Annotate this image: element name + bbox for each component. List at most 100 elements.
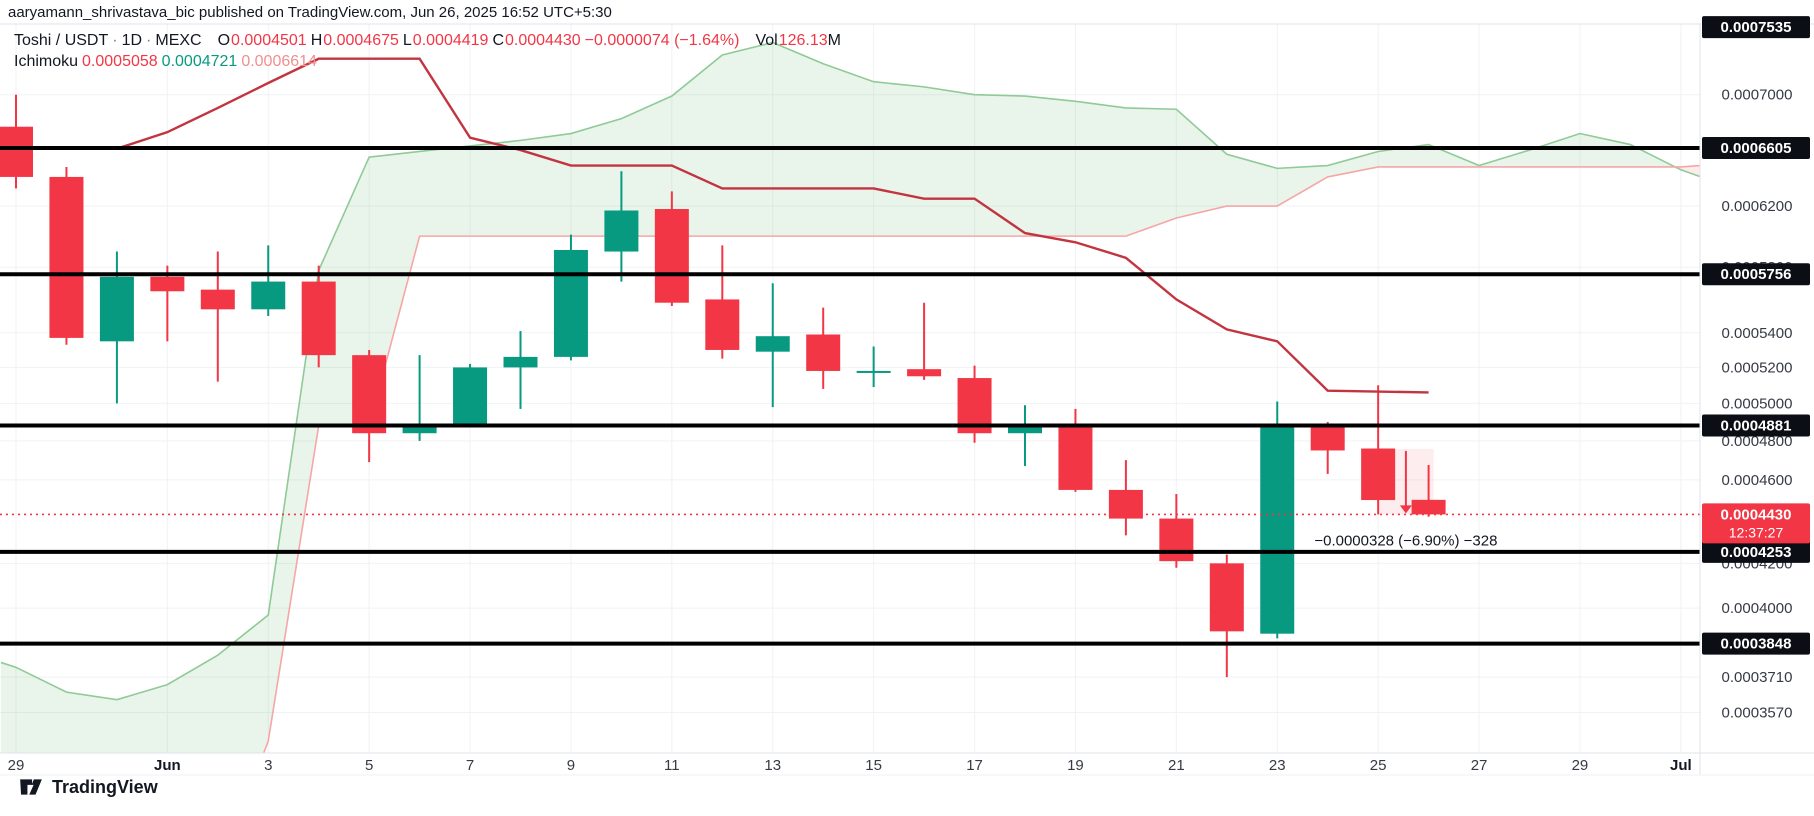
kijun-line xyxy=(0,57,1429,394)
svg-text:0.0005756: 0.0005756 xyxy=(1721,266,1792,283)
svg-text:5: 5 xyxy=(365,757,373,774)
svg-text:21: 21 xyxy=(1168,757,1185,774)
svg-text:17: 17 xyxy=(966,757,983,774)
candle[interactable] xyxy=(907,302,942,380)
svg-text:0.0006605: 0.0006605 xyxy=(1721,140,1792,157)
candle[interactable] xyxy=(503,331,538,409)
candle[interactable] xyxy=(856,346,891,388)
low-label: L xyxy=(402,32,412,49)
svg-text:15: 15 xyxy=(865,757,882,774)
low-value: 0.0004419 xyxy=(412,32,489,49)
tradingview-logo-icon[interactable] xyxy=(18,774,44,800)
svg-text:29: 29 xyxy=(1572,757,1589,774)
svg-text:0.0005400: 0.0005400 xyxy=(1722,325,1793,342)
svg-text:9: 9 xyxy=(567,757,575,774)
svg-text:0.0005000: 0.0005000 xyxy=(1722,395,1793,412)
candle[interactable] xyxy=(1260,401,1295,639)
pane-borders xyxy=(0,23,1814,776)
svg-text:0.0005200: 0.0005200 xyxy=(1722,359,1793,376)
ichimoku-value-3: 0.0006614 xyxy=(241,53,317,70)
horizontal-level-lines[interactable] xyxy=(0,146,1700,646)
candle[interactable] xyxy=(1008,405,1042,467)
candle[interactable] xyxy=(1209,554,1244,678)
svg-text:23: 23 xyxy=(1269,757,1286,774)
candle[interactable] xyxy=(1058,408,1093,492)
indicator-name[interactable]: Ichimoku xyxy=(14,53,79,70)
open-value: 0.0004501 xyxy=(231,32,307,49)
ichimoku-cloud xyxy=(0,41,1700,753)
senkou-b-line xyxy=(262,164,1700,753)
measurement-text: −0.0000328 (−6.90%) −328 xyxy=(1314,532,1497,549)
high-value: 0.0004675 xyxy=(323,32,399,49)
svg-text:Jul: Jul xyxy=(1670,757,1692,774)
svg-text:0.0006200: 0.0006200 xyxy=(1722,198,1793,215)
volume-value: 126.13 xyxy=(778,32,828,49)
candle[interactable] xyxy=(200,251,235,382)
indicator-legend-row: Ichimoku 0.0005058 0.0004721 0.0006614 xyxy=(14,51,842,72)
close-value: 0.0004430 xyxy=(505,32,581,49)
svg-text:13: 13 xyxy=(764,757,781,774)
change-value: −0.0000074 (−1.64%) xyxy=(584,32,740,49)
candle[interactable] xyxy=(1310,421,1345,474)
separator-dot: · xyxy=(112,32,118,49)
svg-text:11: 11 xyxy=(664,757,680,774)
svg-text:0.0007000: 0.0007000 xyxy=(1722,87,1793,104)
candle[interactable] xyxy=(99,251,134,404)
price-range-measurement[interactable]: −0.0000328 (−6.90%) −328 xyxy=(1314,448,1497,550)
open-label: O xyxy=(217,32,231,49)
price-level-badge: 0.0007535 xyxy=(1702,16,1810,39)
candles-layer[interactable] xyxy=(0,94,1446,678)
candle[interactable] xyxy=(0,94,33,189)
candle[interactable] xyxy=(957,365,992,443)
candle[interactable] xyxy=(553,234,588,361)
candle[interactable] xyxy=(654,191,689,307)
candle[interactable] xyxy=(49,166,84,345)
svg-text:0.0003570: 0.0003570 xyxy=(1722,704,1793,721)
candle[interactable] xyxy=(1411,465,1446,517)
close-label: C xyxy=(492,32,504,49)
brand-name[interactable]: TradingView xyxy=(52,776,158,797)
svg-text:0.0004253: 0.0004253 xyxy=(1721,544,1792,561)
brand-footer: TradingView xyxy=(18,774,158,800)
ichimoku-value-1: 0.0005058 xyxy=(82,53,158,70)
price-level-badge: 0.0006605 xyxy=(1702,137,1810,159)
price-level-badge: 0.0004881 xyxy=(1702,414,1810,437)
price-axis[interactable]: 0.00070000.00062000.00058000.00054000.00… xyxy=(1702,16,1810,721)
candle[interactable] xyxy=(604,171,639,282)
price-level-badge: 0.0003848 xyxy=(1702,632,1810,655)
candle[interactable] xyxy=(453,363,488,428)
ichimoku-value-2: 0.0004721 xyxy=(161,53,238,70)
candle[interactable] xyxy=(755,283,790,408)
candle[interactable] xyxy=(352,349,387,463)
svg-text:0.0004000: 0.0004000 xyxy=(1722,600,1793,617)
candle[interactable] xyxy=(150,265,185,342)
symbol-legend: Toshi / USDT · 1D · MEXC O0.0004501 H0.0004675… xyxy=(14,30,842,72)
candle[interactable] xyxy=(806,307,841,389)
candle[interactable] xyxy=(1108,460,1143,536)
candle[interactable] xyxy=(251,245,286,316)
time-axis[interactable]: 29 Jun 3 5 7 9 11 13 15 17 19 21 23 25 27 29 Jul xyxy=(8,757,1692,774)
volume-suffix: M xyxy=(827,32,841,49)
candle[interactable] xyxy=(705,245,740,359)
svg-text:0.0007535: 0.0007535 xyxy=(1721,19,1792,36)
svg-text:19: 19 xyxy=(1067,757,1084,774)
svg-text:0.0003710: 0.0003710 xyxy=(1722,669,1793,686)
candle[interactable] xyxy=(1159,493,1194,568)
candle[interactable] xyxy=(402,355,437,441)
exchange-label[interactable]: MEXC xyxy=(155,32,202,49)
price-level-badge: 0.0004253 xyxy=(1702,540,1810,563)
candle[interactable] xyxy=(1361,385,1396,515)
symbol-title[interactable]: Toshi / USDT xyxy=(14,32,109,49)
interval-label[interactable]: 1D xyxy=(121,32,143,49)
candle[interactable] xyxy=(301,265,336,368)
svg-text:0.0004881: 0.0004881 xyxy=(1721,417,1792,434)
ohlc-legend-row: Toshi / USDT · 1D · MEXC O0.0004501 H0.0004675… xyxy=(14,30,842,51)
svg-text:29: 29 xyxy=(8,757,25,774)
svg-text:0.0004600: 0.0004600 xyxy=(1722,472,1793,489)
svg-text:25: 25 xyxy=(1370,757,1387,774)
svg-text:Jun: Jun xyxy=(154,757,181,774)
grid-lines xyxy=(0,24,1700,753)
